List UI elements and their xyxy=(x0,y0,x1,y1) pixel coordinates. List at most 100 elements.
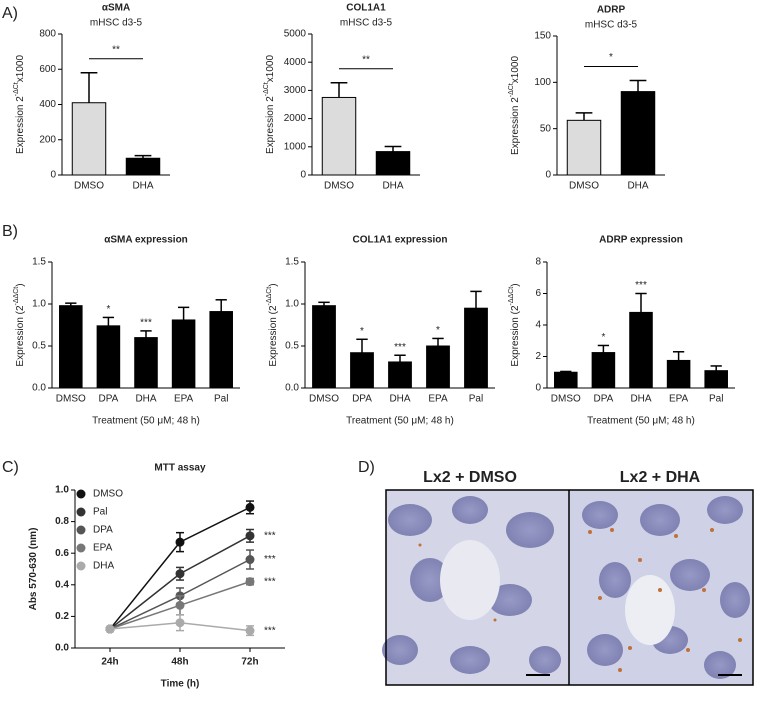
y-label-main: Expression (2 xyxy=(15,305,26,367)
y-tick-label: 0 xyxy=(50,170,56,181)
significance: *** xyxy=(264,576,276,587)
x-tick-label: DPA xyxy=(593,394,613,405)
x-tick-label: DMSO xyxy=(551,394,581,405)
bar xyxy=(464,307,488,389)
legend-marker xyxy=(76,561,86,571)
x-axis-label: Time (h) xyxy=(161,679,200,690)
y-axis-label: Expression 2-ΔCtx1000 xyxy=(263,55,275,155)
bar xyxy=(312,305,336,389)
x-tick-label: Pal xyxy=(469,394,483,405)
y-tick-label: 5000 xyxy=(284,29,307,40)
y-tick-label: 0.0 xyxy=(285,383,299,394)
y-label-suffix: ) xyxy=(510,283,521,286)
legend-label: DMSO xyxy=(93,489,123,500)
chart-subtitle: mHSC d3-5 xyxy=(585,20,638,31)
legend-marker xyxy=(76,507,86,517)
significance: *** xyxy=(140,318,152,329)
x-tick-label: 48h xyxy=(171,657,188,668)
y-label-main: Expression (2 xyxy=(510,305,521,367)
bar xyxy=(629,311,653,389)
significance: *** xyxy=(635,280,647,291)
legend-label: Pal xyxy=(93,507,107,518)
bar xyxy=(591,352,616,389)
chart-title: ADRP expression xyxy=(599,235,683,246)
y-tick-label: 0 xyxy=(300,170,306,181)
chart-subtitle: mHSC d3-5 xyxy=(340,18,393,29)
x-tick-label: DHA xyxy=(627,181,648,192)
significance: *** xyxy=(264,554,276,565)
x-tick-label: DMSO xyxy=(569,181,599,192)
x-tick-label: DPA xyxy=(98,394,118,405)
x-tick-label: 72h xyxy=(241,657,258,668)
y-tick-label: 1.5 xyxy=(285,257,299,268)
x-axis-label: Treatment (50 μM; 48 h) xyxy=(92,416,200,427)
chart-title: ADRP xyxy=(597,5,626,16)
chart-title: αSMA expression xyxy=(104,235,188,246)
chart-subtitle: mHSC d3-5 xyxy=(90,18,143,29)
bar xyxy=(566,119,602,176)
y-axis-label: Expression 2-ΔCtx1000 xyxy=(13,55,25,155)
x-tick-label: EPA xyxy=(174,394,194,405)
y-tick-label: 200 xyxy=(39,134,56,145)
legend-marker xyxy=(76,489,86,499)
bar xyxy=(59,305,83,389)
image-label: Lx2 + DHA xyxy=(620,469,701,486)
point xyxy=(175,618,185,628)
y-label-sup: -ΔΔCt xyxy=(13,287,20,306)
bar xyxy=(426,345,450,389)
bar xyxy=(71,102,107,176)
x-tick-label: DPA xyxy=(352,394,372,405)
y-label-main: Expression (2 xyxy=(268,305,279,367)
x-tick-label: DHA xyxy=(132,181,153,192)
x-tick-label: EPA xyxy=(669,394,689,405)
bar xyxy=(209,311,233,389)
significance: * xyxy=(436,325,440,336)
y-tick-label: 1000 xyxy=(284,141,307,152)
bar xyxy=(620,91,656,176)
bar xyxy=(134,337,158,389)
y-tick-label: 4 xyxy=(535,320,541,331)
panel-label: A) xyxy=(2,5,18,22)
legend-label: DHA xyxy=(93,561,114,572)
x-tick-label: DHA xyxy=(389,394,410,405)
y-tick-label: 600 xyxy=(39,64,56,75)
point xyxy=(245,531,255,541)
legend-marker xyxy=(76,543,86,553)
chart-title: αSMA xyxy=(102,3,130,14)
chart-title: COL1A1 expression xyxy=(352,235,447,246)
legend-label: EPA xyxy=(93,543,113,554)
y-tick-label: 1.0 xyxy=(285,299,299,310)
x-tick-label: DHA xyxy=(630,394,651,405)
y-tick-label: 8 xyxy=(535,257,541,268)
significance: *** xyxy=(394,342,406,353)
x-axis-label: Treatment (50 μM; 48 h) xyxy=(346,416,454,427)
y-tick-label: 800 xyxy=(39,29,56,40)
bar xyxy=(350,352,374,389)
bar xyxy=(96,325,121,389)
x-tick-label: DMSO xyxy=(56,394,86,405)
y-tick-label: 0 xyxy=(535,383,541,394)
bar xyxy=(666,359,691,389)
bar xyxy=(125,157,161,176)
x-tick-label: 24h xyxy=(101,657,118,668)
chart-title: COL1A1 xyxy=(346,3,386,14)
y-tick-label: 4000 xyxy=(284,57,307,68)
y-tick-label: 0.4 xyxy=(55,579,69,590)
panel-label: B) xyxy=(2,223,18,240)
significance: *** xyxy=(264,625,276,636)
y-label-main: Expression 2 xyxy=(265,96,276,154)
significance: ** xyxy=(362,54,370,65)
significance: ** xyxy=(112,44,120,55)
significance: *** xyxy=(264,530,276,541)
x-tick-label: Pal xyxy=(214,394,228,405)
y-label-suffix: x1000 xyxy=(265,55,276,83)
y-tick-label: 50 xyxy=(540,123,552,134)
y-tick-label: 1.0 xyxy=(55,485,69,496)
y-label-sup: -ΔΔCt xyxy=(266,287,273,306)
x-tick-label: EPA xyxy=(428,394,448,405)
y-axis-label: Expression 2-ΔCtx1000 xyxy=(508,56,520,156)
bar xyxy=(388,361,412,389)
bar xyxy=(171,319,196,389)
y-tick-label: 6 xyxy=(535,288,541,299)
